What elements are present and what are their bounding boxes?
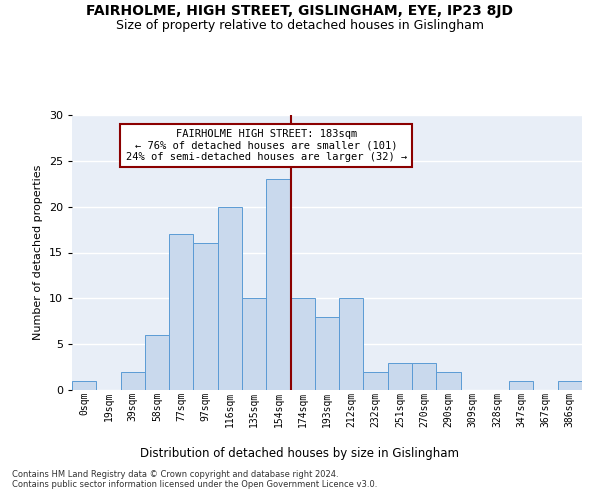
Bar (339, 298, 364, 390)
Text: FAIRHOLME HIGH STREET: 183sqm
← 76% of detached houses are smaller (101)
24% of : FAIRHOLME HIGH STREET: 183sqm ← 76% of d… (125, 128, 407, 162)
Text: Size of property relative to detached houses in Gislingham: Size of property relative to detached ho… (116, 19, 484, 32)
Text: Contains HM Land Registry data © Crown copyright and database right 2024.
Contai: Contains HM Land Registry data © Crown c… (12, 470, 377, 490)
Bar (169, 234, 193, 390)
Bar (72, 381, 96, 390)
Text: Distribution of detached houses by size in Gislingham: Distribution of detached houses by size … (140, 448, 460, 460)
Bar (242, 298, 266, 390)
Bar (412, 362, 436, 390)
Bar (509, 381, 533, 390)
Text: FAIRHOLME, HIGH STREET, GISLINGHAM, EYE, IP23 8JD: FAIRHOLME, HIGH STREET, GISLINGHAM, EYE,… (86, 4, 514, 18)
Bar (290, 298, 315, 390)
Bar (121, 372, 145, 390)
Bar (218, 206, 242, 390)
Bar (364, 372, 388, 390)
Bar (315, 316, 339, 390)
Y-axis label: Number of detached properties: Number of detached properties (33, 165, 43, 340)
Bar (193, 244, 218, 390)
Bar (266, 179, 290, 390)
Bar (388, 362, 412, 390)
Bar (558, 381, 582, 390)
Bar (145, 335, 169, 390)
Bar (436, 372, 461, 390)
